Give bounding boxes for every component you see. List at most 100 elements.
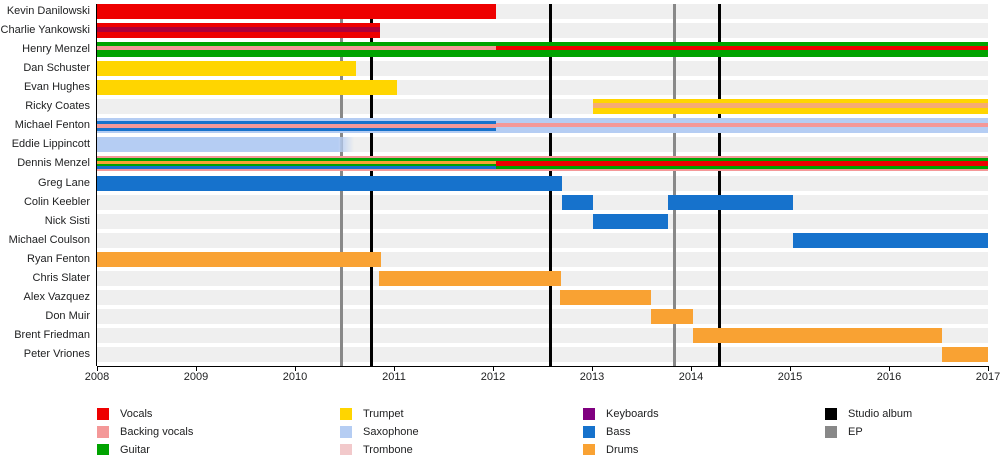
member-bar: [97, 61, 356, 76]
member-label: Eddie Lippincott: [11, 138, 90, 150]
bass-stripe: [793, 233, 988, 248]
saxophone-stripe: [97, 131, 496, 133]
axis-year-label: 2008: [84, 371, 110, 383]
axis-year-label: 2013: [579, 371, 605, 383]
member-label: Nick Sisti: [44, 215, 90, 227]
legend-swatch-saxophone: [340, 426, 352, 438]
backing_vocals-stripe: [97, 124, 496, 128]
axis-year-label: 2014: [678, 371, 704, 383]
member-label: Henry Menzel: [22, 43, 90, 55]
member-label: Alex Vazquez: [23, 291, 90, 303]
member-bar: [562, 195, 593, 210]
studio-album-line: [718, 4, 721, 366]
member-bar: [97, 23, 380, 38]
guitar-stripe: [97, 50, 496, 57]
member-label: Charlie Yankowski: [0, 24, 90, 36]
axis-year-label: 2016: [876, 371, 902, 383]
guitar-stripe: [496, 166, 988, 169]
axis-year-label: 2015: [777, 371, 803, 383]
legend-label: Saxophone: [363, 426, 419, 438]
drums-stripe: [693, 328, 942, 343]
vocals-stripe: [496, 46, 988, 50]
member-bar: [97, 80, 397, 95]
member-bar: [942, 347, 988, 362]
member-bar: [651, 309, 693, 324]
axis-tick: [493, 367, 494, 371]
backing_vocals-stripe: [496, 123, 988, 127]
axis-year-label: 2009: [183, 371, 209, 383]
axis-tick: [691, 367, 692, 371]
saxophone-stripe: [97, 118, 496, 121]
bass-stripe: [593, 214, 668, 229]
bass-stripe: [668, 195, 793, 210]
trumpet-stripe: [593, 108, 988, 114]
axis-tick: [592, 367, 593, 371]
trumpet-stripe: [97, 80, 397, 95]
saxophone-stripe: [496, 127, 988, 133]
member-bar: [668, 195, 793, 210]
legend-label: EP: [848, 426, 863, 438]
member-label: Chris Slater: [32, 272, 90, 284]
member-bar: [97, 252, 381, 267]
member-bar: [496, 156, 988, 171]
member-bar: [593, 214, 668, 229]
legend-label: Keyboards: [606, 408, 659, 420]
legend-swatch-ep: [825, 426, 837, 438]
backing_vocals-stripe: [97, 46, 496, 50]
guitar-stripe: [496, 50, 988, 57]
legend-label: Vocals: [120, 408, 153, 420]
member-label: Kevin Danilowski: [6, 5, 90, 17]
legend-label: Trombone: [363, 444, 413, 455]
legend-label: Drums: [606, 444, 639, 455]
member-label: Dennis Menzel: [17, 157, 90, 169]
member-bar: [97, 176, 562, 191]
member-label: Colin Keebler: [23, 196, 90, 208]
vocals-stripe: [97, 32, 380, 38]
member-bar: [560, 290, 651, 305]
drums-stripe: [379, 271, 561, 286]
vocals-stripe: [496, 161, 988, 166]
member-bar: [97, 42, 496, 57]
member-bar: [593, 99, 988, 114]
guitar-stripe: [97, 164, 496, 166]
member-label: Don Muir: [45, 310, 90, 322]
bass-stripe: [97, 121, 496, 124]
saxophone-stripe: [97, 137, 354, 152]
legend-swatch-trombone: [340, 444, 352, 455]
member-bar: [693, 328, 942, 343]
legend-swatch-backing_vocals: [97, 426, 109, 438]
member-label: Peter Vriones: [23, 348, 90, 360]
member-label: Michael Fenton: [14, 119, 90, 131]
axis-year-label: 2011: [382, 371, 406, 383]
trumpet_trombone_blend-stripe: [593, 103, 988, 108]
member-label: Brent Friedman: [14, 329, 90, 341]
axis-tick: [790, 367, 791, 371]
axis-tick: [295, 367, 296, 371]
axis-year-label: 2010: [282, 371, 308, 383]
guitar-stripe: [97, 42, 496, 46]
drums-stripe: [942, 347, 988, 362]
member-label: Dan Schuster: [23, 62, 90, 74]
vocals-stripe: [97, 4, 496, 19]
guitar-stripe: [97, 158, 496, 161]
backing_vocals-stripe: [496, 169, 988, 171]
bass-stripe: [562, 195, 593, 210]
guitar-stripe: [496, 158, 988, 161]
legend-label: Guitar: [120, 444, 150, 455]
legend-swatch-drums: [583, 444, 595, 455]
trumpet-stripe: [97, 61, 356, 76]
axis-tick: [394, 367, 395, 371]
bass-stripe: [97, 176, 562, 191]
y-axis-line: [96, 4, 97, 366]
x-axis-line: [97, 366, 989, 367]
timeline-row-band: [97, 290, 988, 305]
axis-tick: [988, 367, 989, 371]
member-label: Greg Lane: [38, 177, 90, 189]
saxophone-stripe: [496, 118, 988, 123]
legend-swatch-bass: [583, 426, 595, 438]
bass-stripe: [97, 166, 496, 169]
timeline-row-band: [97, 195, 988, 210]
legend-label: Trumpet: [363, 408, 404, 420]
member-label: Ryan Fenton: [27, 253, 90, 265]
